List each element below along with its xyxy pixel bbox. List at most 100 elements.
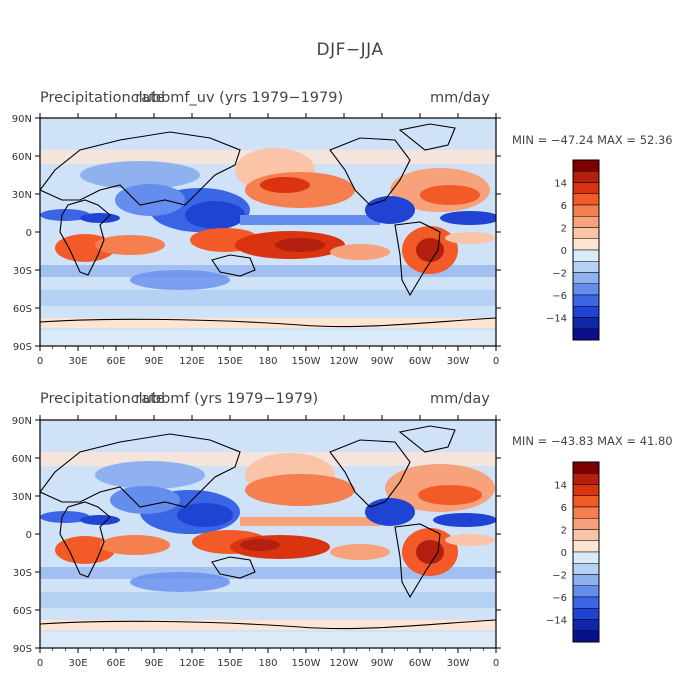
- panel1-colorbar-label: −2: [552, 269, 567, 280]
- panel2-minmax: MIN = −43.83 MAX = 41.80: [512, 434, 673, 448]
- panel2-colorbar-label: −14: [546, 616, 567, 627]
- panel2-lon-label: 90W: [371, 658, 394, 669]
- panel1-colorbar-swatch: [572, 317, 600, 329]
- panel1-lon-label: 60E: [106, 356, 125, 367]
- panel1-map: [39, 117, 497, 347]
- panel1-header: Precipitation rateclubbmf_uv (yrs 1979−1…: [40, 90, 343, 106]
- panel1-lon-label: 0: [37, 356, 43, 367]
- panel2-colorbar-swatch: [572, 630, 600, 643]
- panel1-colorbar-swatch: [572, 272, 600, 284]
- panel2-case: clubbmf (yrs 1979−1979): [130, 391, 319, 407]
- panel2-colorbar-swatch: [572, 484, 600, 496]
- panel1-colorbar-swatch: [572, 306, 600, 318]
- panel2-colorbar-label: 6: [561, 503, 567, 514]
- panel1-colorbar-swatch: [572, 261, 600, 273]
- panel2-header: Precipitation rateclubbmf (yrs 1979−1979…: [40, 391, 318, 407]
- panel2-colorbar-swatch: [572, 585, 600, 598]
- panel1-lat-label: 60N: [12, 152, 32, 163]
- panel2-lon-label: 90E: [144, 658, 163, 669]
- panel1-lat-label: 90S: [13, 342, 32, 353]
- panel2-coastlines: [40, 425, 496, 630]
- panel1-colorbar-label: 6: [561, 201, 567, 212]
- panel1-lon-label: 120W: [330, 356, 359, 367]
- panel2-lat-label: 0: [26, 530, 32, 541]
- panel1-colorbar-label: −14: [546, 314, 567, 325]
- panel1-minmax: MIN = −47.24 MAX = 52.36: [512, 133, 673, 147]
- panel1-colorbar-swatch: [572, 294, 600, 307]
- panel2-lon-label: 30W: [447, 658, 470, 669]
- panel2-map: [39, 419, 497, 649]
- panel2-lon-label: 0: [37, 658, 43, 669]
- panel2-lat-label: 90S: [13, 644, 32, 655]
- panel1-colorbar-swatch: [572, 227, 600, 239]
- panel2-colorbar-swatch: [572, 563, 600, 575]
- panel1-colorbar-swatch: [572, 249, 600, 262]
- panel1-lon-label: 90E: [144, 356, 163, 367]
- panel1-lon-label: 90W: [371, 356, 394, 367]
- panel2-lon-label: 0: [493, 658, 499, 669]
- panel1-lat-label: 30N: [12, 190, 32, 201]
- panel2-lon-label: 120E: [179, 658, 204, 669]
- panel2-lat-label: 30S: [13, 568, 32, 579]
- panel1-lat-label: 0: [26, 228, 32, 239]
- panel2-colorbar-swatch: [572, 461, 600, 474]
- panel2-colorbar-label: 0: [561, 548, 567, 559]
- panel1-lon-label: 150E: [217, 356, 242, 367]
- panel2-colorbar-label: 14: [554, 481, 567, 492]
- panel2-colorbar-label: −2: [552, 571, 567, 582]
- panel1-units: mm/day: [430, 90, 490, 106]
- panel1-lat-label: 60S: [13, 304, 32, 315]
- panel1-lon-label: 30E: [68, 356, 87, 367]
- panel1-colorbar-swatch: [572, 216, 600, 228]
- panel2-colorbar-swatch: [572, 529, 600, 541]
- panel1-colorbar-swatch: [572, 193, 600, 206]
- panel1-colorbar-swatch: [572, 159, 600, 172]
- panel1-colorbar-swatch: [572, 182, 600, 194]
- panel1-lon-label: 60W: [409, 356, 432, 367]
- panel2-lon-label: 30E: [68, 658, 87, 669]
- panel1-lon-label: 0: [493, 356, 499, 367]
- panel1-lat-label: 90N: [12, 114, 32, 125]
- panel2-lon-label: 60W: [409, 658, 432, 669]
- axes-layer: 0 30E 60E 90E 120E 150E 180 150W 120W 90W 60W 30W 09…: [12, 113, 600, 669]
- panel2-units: mm/day: [430, 391, 490, 407]
- panel2-colorbar-swatch: [572, 473, 600, 485]
- panel1-colorbar-label: 14: [554, 179, 567, 190]
- panel2-colorbar-swatch: [572, 506, 600, 519]
- panel2-colorbar-swatch: [572, 619, 600, 631]
- panel1-field: [40, 118, 496, 346]
- panel2-lon-label: 60E: [106, 658, 125, 669]
- panel1-lon-label: 180: [258, 356, 277, 367]
- panel2-variable: Precipitation rate: [40, 391, 165, 407]
- panel1-colorbar-swatch: [572, 204, 600, 217]
- panel2-colorbar-swatch: [572, 551, 600, 564]
- panel1-colorbar-label: 0: [561, 246, 567, 257]
- panel2-lat-label: 60S: [13, 606, 32, 617]
- panel1-case: clubbmf_uv (yrs 1979−1979): [130, 90, 344, 106]
- panel1-lon-label: 150W: [292, 356, 321, 367]
- panel2-lon-label: 120W: [330, 658, 359, 669]
- panel2-colorbar-swatch: [572, 495, 600, 508]
- panel2-lon-label: 150E: [217, 658, 242, 669]
- panel2-lat-label: 30N: [12, 492, 32, 503]
- panel1-colorbar-label: 2: [561, 224, 567, 235]
- panel2-lon-label: 150W: [292, 658, 321, 669]
- panel2-colorbar-swatch: [572, 608, 600, 620]
- panel1-lon-label: 120E: [179, 356, 204, 367]
- panel2-colorbar-label: 2: [561, 526, 567, 537]
- panel2-colorbar-swatch: [572, 596, 600, 609]
- panel1-colorbar-swatch: [572, 238, 600, 251]
- panel1-colorbar-swatch: [572, 328, 600, 341]
- panel2-lat-label: 90N: [12, 416, 32, 427]
- panel1-lon-label: 30W: [447, 356, 470, 367]
- panel2-colorbar-frame: [572, 461, 600, 643]
- panel2-colorbar-swatch: [572, 540, 600, 553]
- panel2-field: [40, 420, 496, 648]
- panel2-lon-label: 180: [258, 658, 277, 669]
- panel1-colorbar-frame: [572, 159, 600, 341]
- panel1-variable: Precipitation rate: [40, 90, 165, 106]
- panel2-lat-label: 60N: [12, 454, 32, 465]
- panel1-lat-label: 30S: [13, 266, 32, 277]
- figure-title: DJF−JJA: [316, 40, 384, 60]
